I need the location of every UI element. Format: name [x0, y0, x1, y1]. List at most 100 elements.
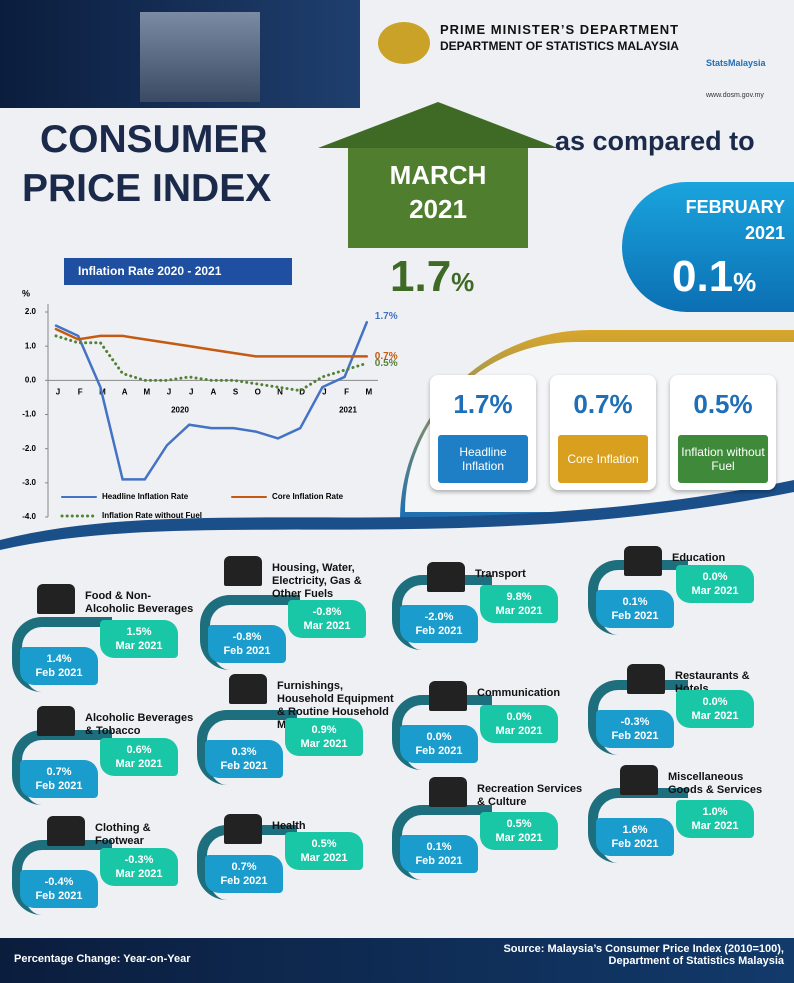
icon [224, 814, 262, 844]
mar-label: Mar 2021 [300, 738, 348, 750]
footer-bar [0, 938, 794, 983]
feb-value: -0.4% [44, 876, 74, 888]
summary-card: 1.7% Headline Inflation [430, 375, 536, 490]
mar-label: Mar 2021 [691, 710, 739, 722]
mar-value: 0.9% [311, 724, 337, 736]
end-label: 0.5% [375, 358, 398, 369]
icon [627, 664, 665, 694]
mar-label: Mar 2021 [300, 852, 348, 864]
x-tick-label: N [277, 387, 283, 396]
y-tick-label: 1.0 [25, 341, 37, 350]
feb-label: Feb 2021 [611, 730, 659, 742]
feb-label: Feb 2021 [35, 667, 83, 679]
mar-box: 1.5% Mar 2021 [100, 620, 178, 658]
title-line2: PRICE INDEX [22, 167, 272, 210]
feb-box: 0.7% Feb 2021 [205, 855, 283, 893]
group-name: Health [272, 820, 306, 832]
mar-box: 0.0% Mar 2021 [676, 690, 754, 728]
y-tick-label: -1.0 [22, 410, 36, 419]
group-name: Miscellaneous Goods & Services [668, 771, 763, 796]
current-month: MARCH [389, 160, 487, 190]
x-tick-label: J [167, 387, 171, 396]
feb-box: 0.7% Feb 2021 [20, 760, 98, 798]
mar-value: -0.8% [312, 606, 342, 618]
icon [224, 556, 262, 586]
chart-title-box [64, 258, 292, 285]
feb-label: Feb 2021 [35, 780, 83, 792]
summary-label: Headline Inflation [438, 435, 528, 483]
legend-label: Inflation Rate without Fuel [102, 511, 202, 520]
mar-value: -0.3% [124, 854, 154, 866]
series-line [54, 334, 369, 393]
mar-box: 0.5% Mar 2021 [480, 812, 558, 850]
x-tick-label: J [189, 387, 193, 396]
series-line [54, 321, 369, 481]
previous-month: FEBRUARY [685, 197, 785, 217]
feb-box: 0.1% Feb 2021 [596, 590, 674, 628]
summary-value: 0.7% [573, 389, 633, 419]
mar-label: Mar 2021 [691, 820, 739, 832]
feb-label: Feb 2021 [611, 610, 659, 622]
mar-label: Mar 2021 [115, 640, 163, 652]
feb-label: Feb 2021 [415, 745, 463, 757]
mar-box: 0.9% Mar 2021 [285, 718, 363, 756]
wave [0, 480, 794, 560]
group-name: Food & Non-Alcoholic Beverages [85, 590, 194, 615]
current-unit: % [451, 267, 475, 297]
feb-box: -0.4% Feb 2021 [20, 870, 98, 908]
compared: as compared to [555, 126, 755, 156]
summary-value: 1.7% [453, 389, 513, 419]
mar-box: -0.8% Mar 2021 [288, 600, 366, 638]
current-value: 1.7% [390, 252, 474, 302]
x-tick-label: S [233, 387, 239, 396]
x-tick-label: O [255, 387, 261, 396]
dept2: DEPARTMENT OF STATISTICS MALAYSIA [440, 39, 679, 53]
year-label: 2020 [171, 405, 189, 414]
mar-value: 0.0% [506, 711, 532, 723]
feb-box: 1.4% Feb 2021 [20, 647, 98, 685]
year-label: 2021 [339, 405, 357, 414]
mar-value: 9.8% [506, 591, 532, 603]
icon [37, 706, 75, 736]
mar-value: 0.5% [311, 838, 337, 850]
icon [229, 674, 267, 704]
icon [624, 546, 662, 576]
previous-value: 0.1% [672, 252, 756, 302]
end-label: 0.7% [375, 351, 398, 362]
x-tick-label: J [56, 387, 60, 396]
x-tick-label: F [78, 387, 83, 396]
feb-box: -0.8% Feb 2021 [208, 625, 286, 663]
x-tick-label: D [299, 387, 305, 396]
mar-box: 0.0% Mar 2021 [480, 705, 558, 743]
feb-value: 0.7% [46, 766, 72, 778]
group-name: Clothing & Footwear [95, 822, 151, 847]
mar-value: 0.6% [126, 744, 152, 756]
group-name: Alcoholic Beverages & Tobacco [85, 712, 194, 737]
group-name: Recreation Services & Culture [477, 783, 583, 808]
mar-box: 0.5% Mar 2021 [285, 832, 363, 870]
current-number: 1.7 [390, 252, 452, 301]
mar-box: 9.8% Mar 2021 [480, 585, 558, 623]
group-name: Housing, Water, Electricity, Gas & Other… [272, 562, 362, 600]
feb-value: 1.6% [622, 824, 648, 836]
mar-box: 0.0% Mar 2021 [676, 565, 754, 603]
mar-label: Mar 2021 [495, 605, 543, 617]
y-tick-label: 0.0 [25, 375, 37, 384]
brand: StatsMalaysia [706, 58, 766, 68]
group-name: Transport [475, 568, 526, 580]
previous-number: 0.1 [672, 252, 734, 301]
feb-value: 0.0% [426, 731, 452, 743]
mar-value: 0.5% [506, 818, 532, 830]
x-tick-label: A [211, 387, 217, 396]
mar-box: 1.0% Mar 2021 [676, 800, 754, 838]
dept1: PRIME MINISTER’S DEPARTMENT [440, 22, 680, 37]
feb-label: Feb 2021 [611, 838, 659, 850]
icon [47, 816, 85, 846]
legend-label: Core Inflation Rate [272, 492, 344, 501]
ribbon [200, 595, 300, 670]
ribbon [12, 617, 112, 692]
crest [378, 22, 430, 64]
feb-label: Feb 2021 [415, 855, 463, 867]
feb-label: Feb 2021 [415, 625, 463, 637]
